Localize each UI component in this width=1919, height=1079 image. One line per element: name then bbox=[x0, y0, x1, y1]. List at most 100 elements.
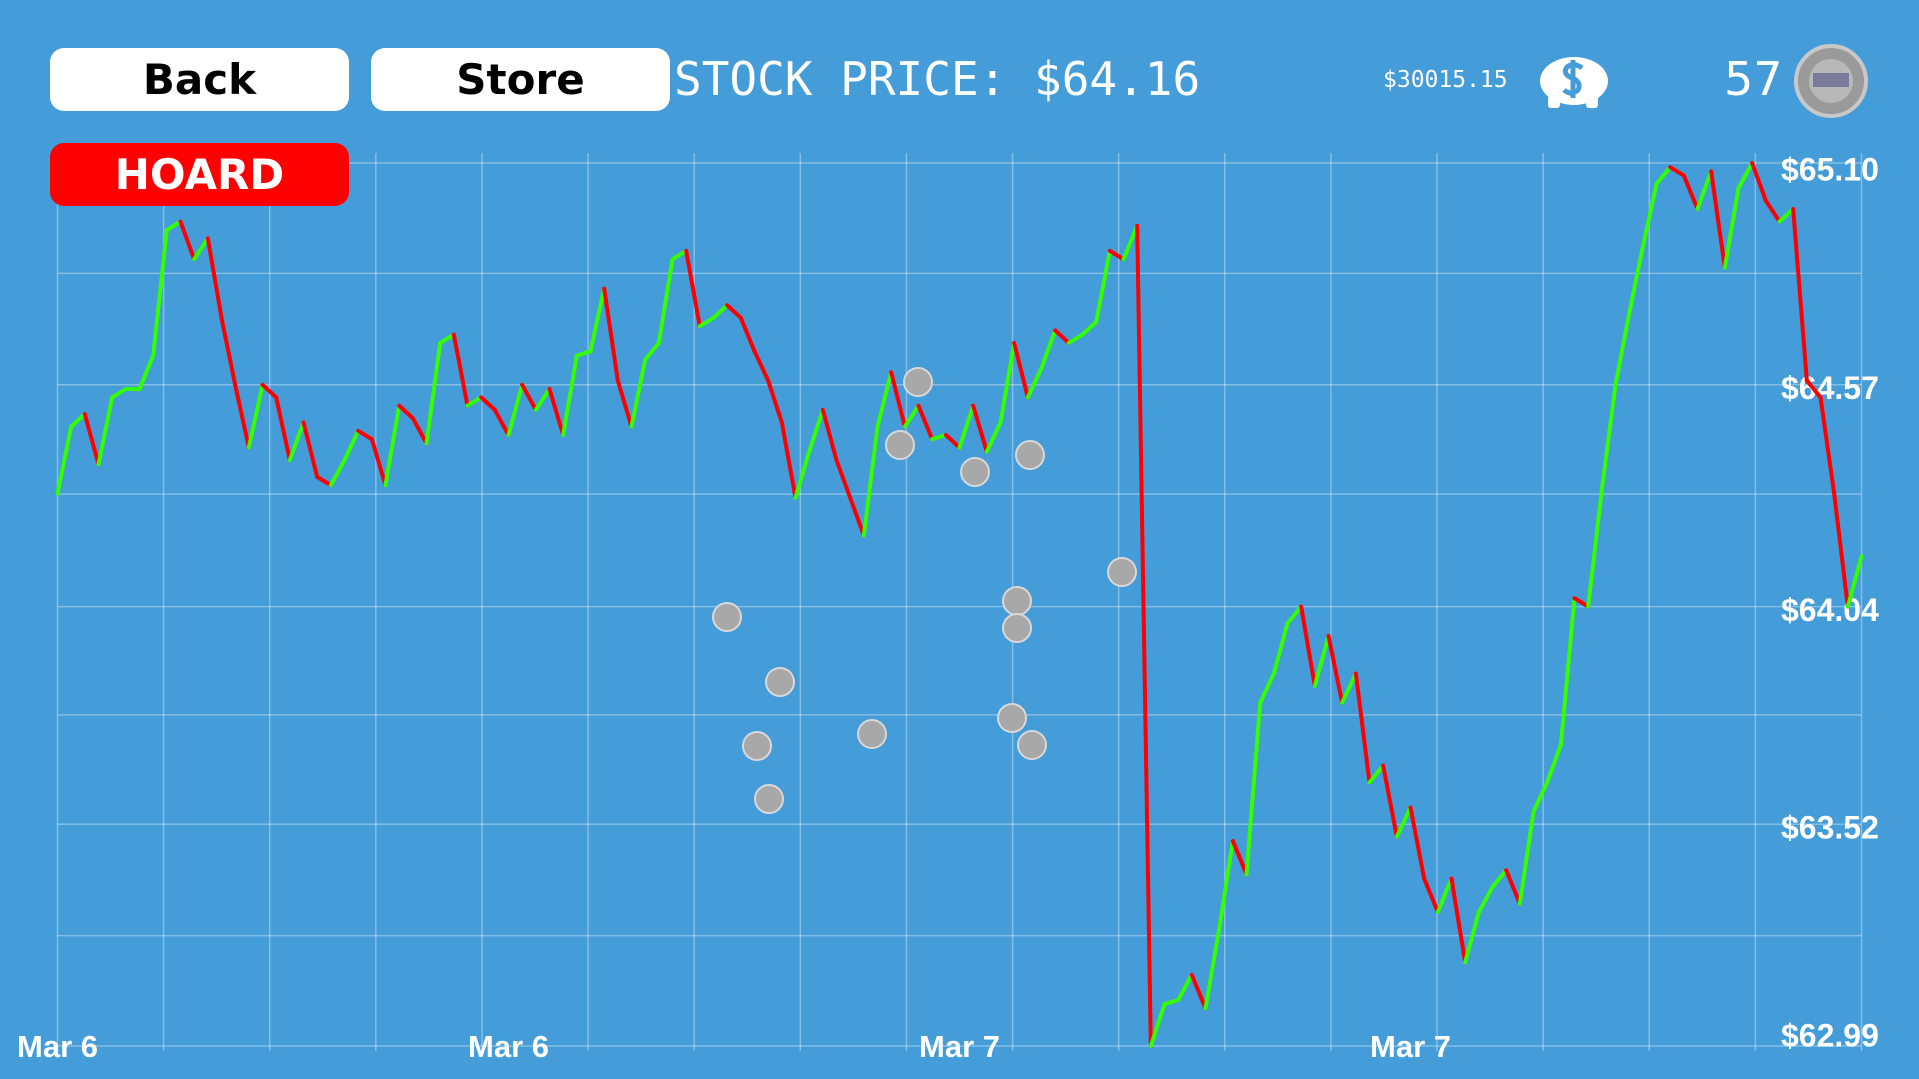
stock-price: STOCK PRICE: $64.16 bbox=[674, 52, 1201, 106]
price-segment bbox=[561, 353, 579, 438]
price-segment bbox=[602, 286, 620, 383]
coin-particle bbox=[960, 457, 990, 487]
price-segment bbox=[1832, 491, 1850, 609]
coin-particle bbox=[712, 602, 742, 632]
coin-particle bbox=[1002, 586, 1032, 616]
price-segment bbox=[1271, 621, 1290, 676]
price-segment bbox=[492, 407, 511, 438]
price-segment bbox=[875, 370, 894, 429]
price-segment bbox=[766, 378, 784, 425]
coin-particle bbox=[997, 703, 1027, 733]
price-segment bbox=[1230, 838, 1249, 877]
price-segment bbox=[1531, 780, 1550, 814]
x-tick-label: Mar 7 bbox=[1370, 1029, 1451, 1064]
coin-particle bbox=[742, 731, 772, 761]
price-segment bbox=[1517, 809, 1536, 906]
price-segment bbox=[1422, 876, 1440, 915]
price-segment bbox=[356, 428, 374, 442]
price-segment bbox=[533, 386, 552, 412]
price-segment bbox=[151, 227, 169, 358]
price-segment bbox=[96, 395, 115, 467]
price-segment bbox=[1408, 805, 1427, 881]
price-segment bbox=[315, 474, 333, 488]
y-tick-label: $62.99 bbox=[1781, 1017, 1879, 1053]
coin-count: 57 bbox=[1724, 52, 1783, 106]
price-segment bbox=[1394, 805, 1413, 839]
price-segment bbox=[438, 332, 456, 345]
price-segment bbox=[1189, 972, 1208, 1011]
coin-particle bbox=[765, 667, 795, 697]
price-segment bbox=[55, 424, 74, 496]
price-segment bbox=[82, 412, 101, 467]
price-segment bbox=[861, 424, 880, 538]
price-segment bbox=[1476, 884, 1495, 915]
price-segment bbox=[1053, 328, 1071, 345]
price-segment bbox=[1326, 633, 1345, 705]
coin-particle bbox=[903, 367, 933, 397]
price-segment bbox=[1135, 223, 1153, 1048]
price-segment bbox=[738, 315, 757, 354]
store-button[interactable]: Store bbox=[371, 48, 670, 111]
money: $30015.15 bbox=[1383, 67, 1508, 93]
price-segment bbox=[1504, 868, 1522, 906]
x-tick-label: Mar 7 bbox=[919, 1029, 1000, 1064]
price-segment bbox=[1121, 223, 1140, 262]
price-segment bbox=[930, 433, 948, 442]
price-segment bbox=[328, 458, 347, 488]
price-segment bbox=[1572, 596, 1591, 609]
price-segment bbox=[410, 416, 429, 446]
price-segment bbox=[547, 386, 566, 438]
coin-icon bbox=[1794, 44, 1868, 118]
price-segment bbox=[902, 403, 921, 429]
back-button[interactable]: Back bbox=[50, 48, 349, 111]
y-tick-label: $63.52 bbox=[1781, 810, 1879, 846]
price-segment bbox=[807, 407, 825, 454]
price-segment bbox=[520, 382, 538, 412]
hoard-button[interactable]: HOARD bbox=[50, 143, 349, 206]
price-segment bbox=[1340, 671, 1358, 705]
price-segment bbox=[1312, 633, 1331, 689]
price-segment bbox=[629, 357, 648, 429]
price-segment bbox=[1449, 876, 1468, 965]
x-tick-label: Mar 6 bbox=[468, 1029, 549, 1064]
price-segment bbox=[1162, 997, 1181, 1007]
price-segment bbox=[1558, 596, 1577, 747]
price-segment bbox=[1763, 198, 1782, 224]
price-segment bbox=[1845, 554, 1864, 609]
price-segment bbox=[397, 403, 415, 421]
price-segment bbox=[684, 248, 702, 329]
price-segment bbox=[957, 403, 976, 450]
price-segment bbox=[451, 332, 470, 408]
price-segment bbox=[1709, 169, 1727, 270]
price-segment bbox=[1217, 838, 1235, 931]
price-segment bbox=[110, 386, 128, 400]
y-tick-label: $65.10 bbox=[1781, 151, 1879, 187]
price-segment bbox=[69, 412, 87, 429]
price-segment bbox=[984, 420, 1003, 454]
coin-particle bbox=[1002, 613, 1032, 643]
price-segment bbox=[1722, 186, 1741, 270]
price-segment bbox=[1025, 366, 1044, 400]
price-segment bbox=[287, 420, 306, 463]
price-segment bbox=[1080, 320, 1099, 337]
price-segment bbox=[1668, 165, 1686, 178]
coin-particle bbox=[885, 430, 915, 460]
piggy-bank-icon bbox=[1540, 57, 1608, 108]
price-segment bbox=[1545, 742, 1563, 785]
price-segment bbox=[793, 449, 812, 500]
price-segment bbox=[1203, 926, 1222, 1011]
price-segment bbox=[574, 349, 593, 358]
price-segment bbox=[889, 370, 907, 429]
price-segment bbox=[246, 382, 265, 450]
price-segment bbox=[342, 428, 361, 463]
price-segment bbox=[1599, 382, 1618, 492]
price-segment bbox=[588, 286, 607, 354]
price-segment bbox=[506, 382, 525, 438]
price-segment bbox=[1176, 972, 1194, 1002]
price-segment bbox=[301, 420, 320, 479]
price-segment bbox=[820, 407, 839, 463]
price-segment bbox=[643, 340, 661, 362]
price-segment bbox=[1148, 1002, 1167, 1048]
